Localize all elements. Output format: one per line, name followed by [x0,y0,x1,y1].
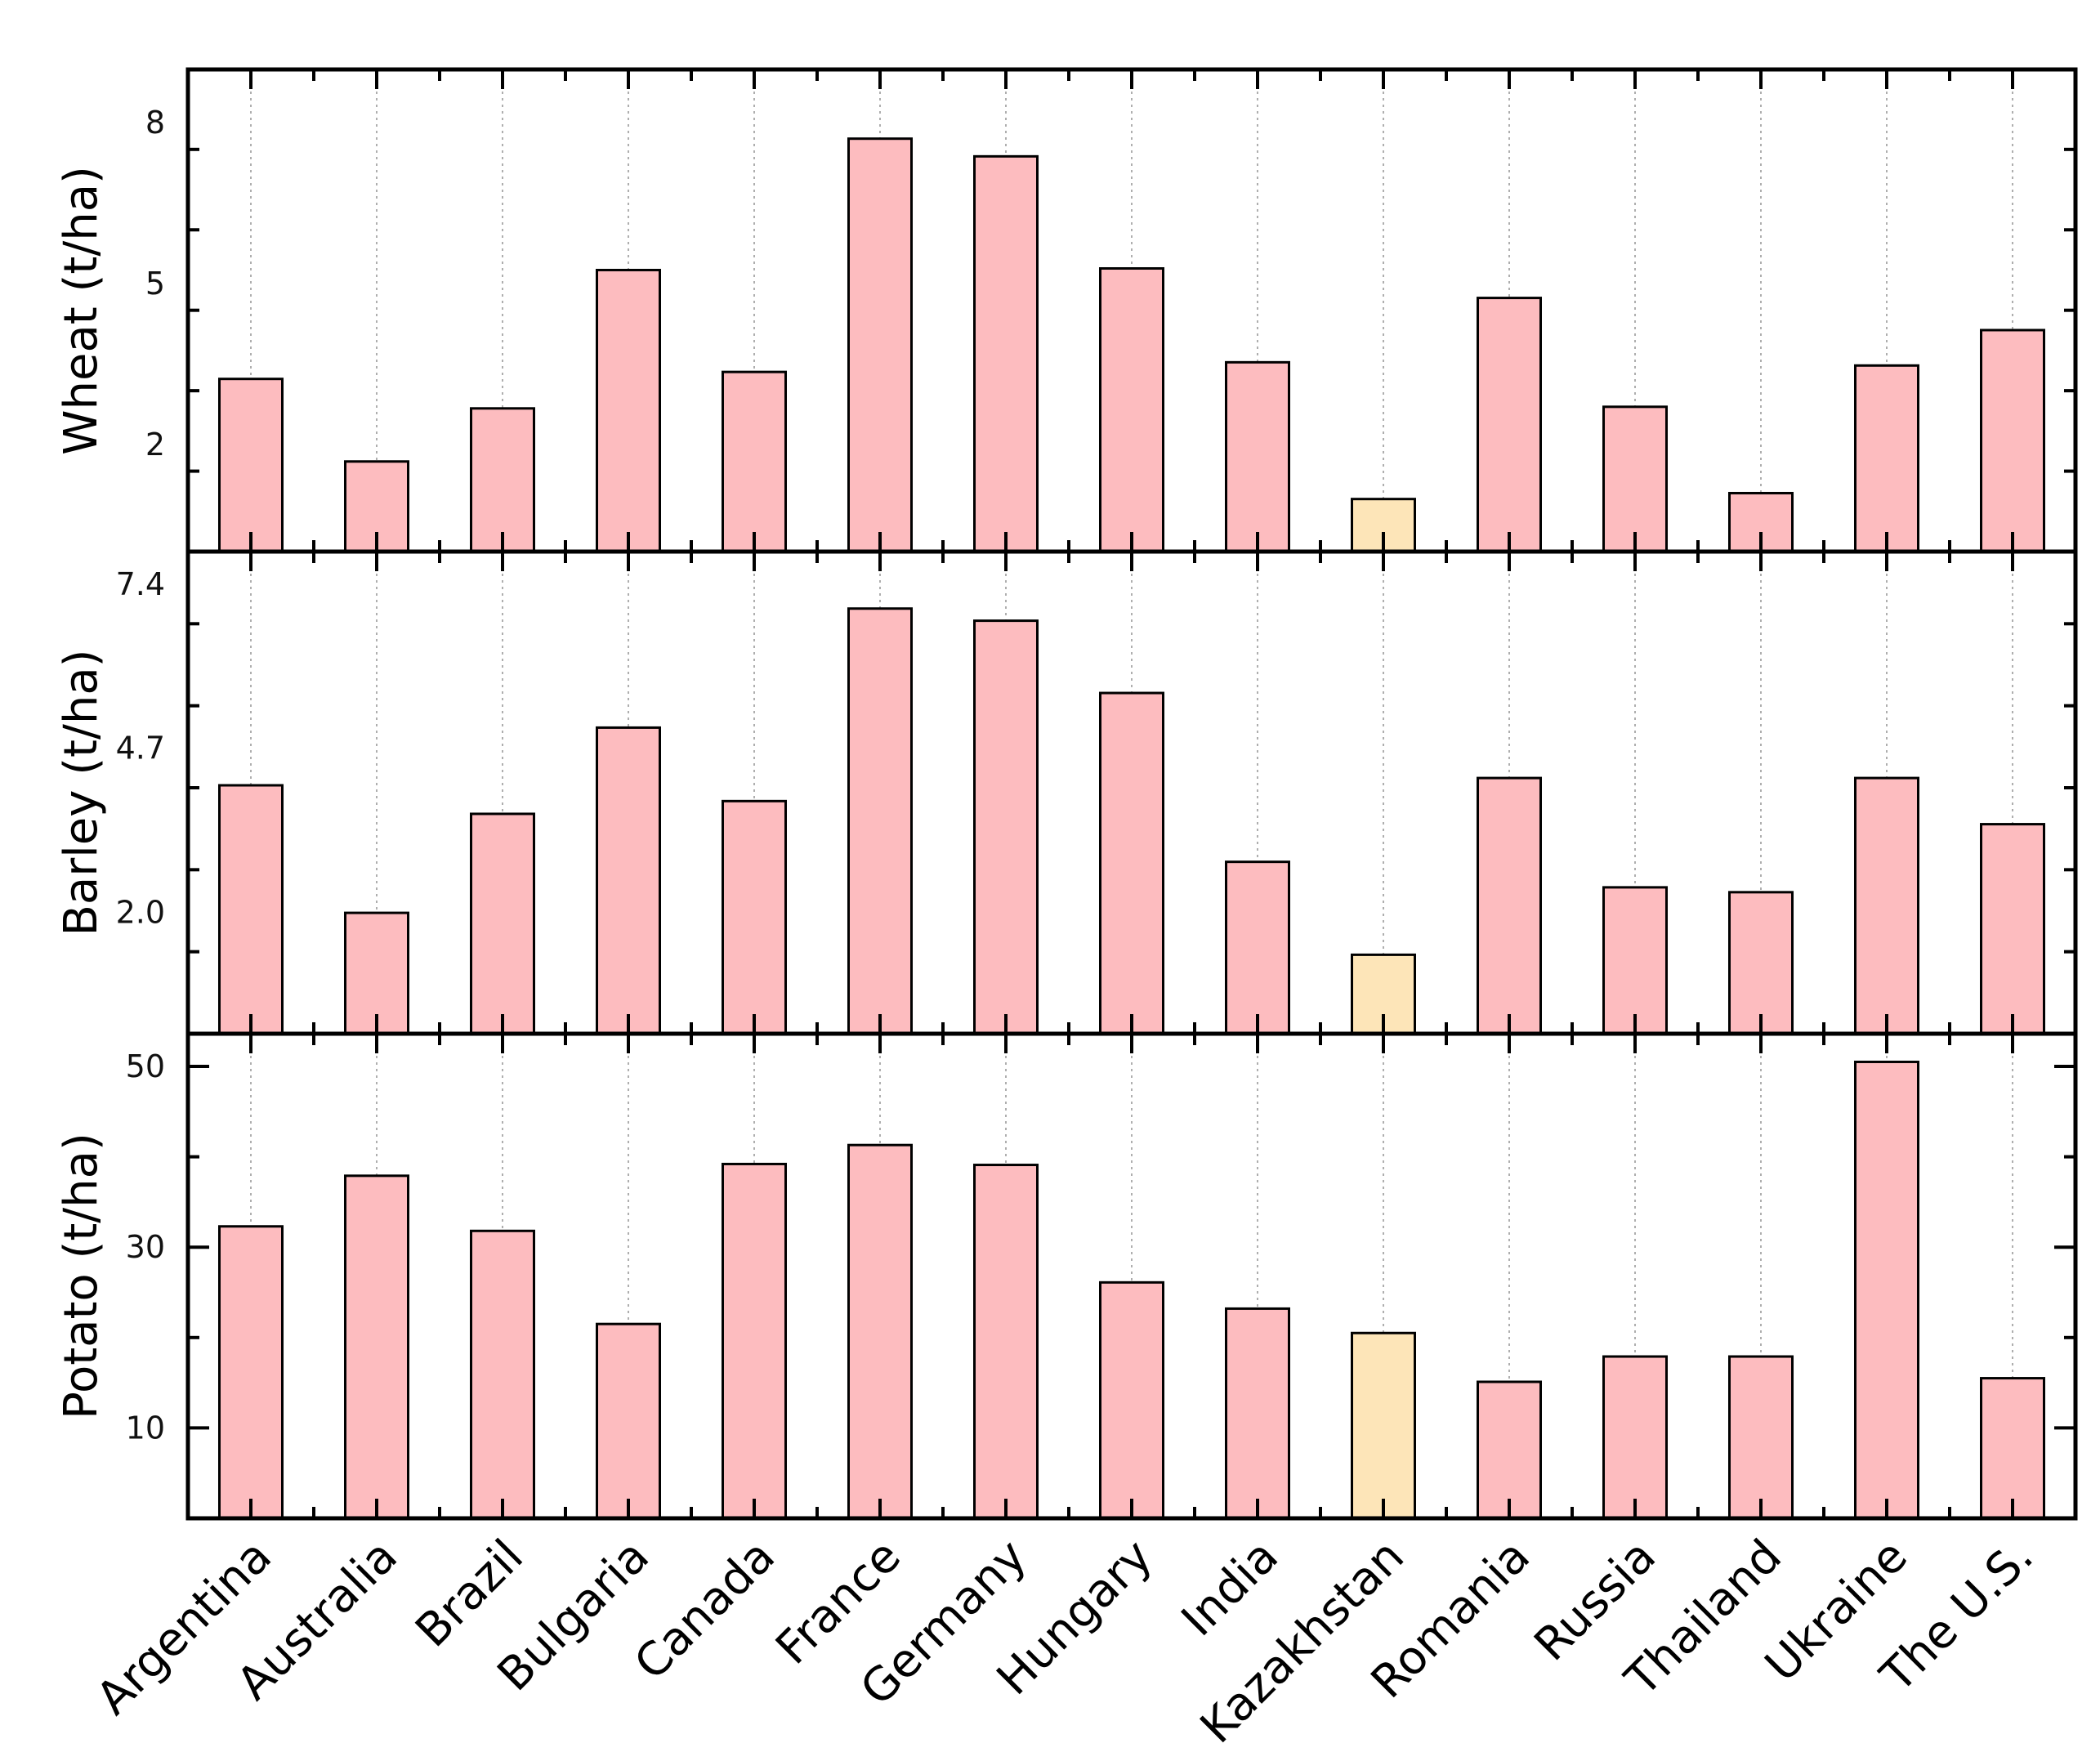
potato-bar-india [1225,1307,1290,1520]
wheat-bar-argentina [218,378,284,553]
category-label-india: India [1172,1530,1289,1647]
wheat-bar-brazil [470,407,535,553]
wheat-bar-ukraine [1854,364,1919,553]
frame-layer [185,67,2078,1521]
barley-bar-brazil [470,812,535,1035]
potato-bar-kazakhstan [1351,1331,1416,1520]
wheat-axis-title: Wheat (t/ha) [55,166,108,455]
wheat-bar-bulgaria [596,268,661,553]
potato-axis-title: Potato (t/ha) [55,1133,108,1419]
potato-bar-bulgaria [596,1322,661,1520]
potato-panel-frame [185,1031,2078,1521]
potato-bar-argentina [218,1225,284,1520]
potato-bar-the-u-s- [1980,1377,2045,1520]
wheat-bar-france [847,137,913,553]
potato-bar-romania [1477,1380,1542,1520]
potato-ytick-label: 30 [126,1229,165,1265]
category-label-canada: Canada [624,1530,785,1691]
wheat-ytick-label: 8 [145,105,165,141]
wheat-bar-the-u-s- [1980,329,2045,553]
barley-bar-thailand [1728,891,1794,1035]
wheat-bar-india [1225,360,1290,553]
potato-bar-australia [344,1174,409,1520]
barley-bar-australia [344,911,409,1035]
barley-ytick-label: 4.7 [116,731,165,767]
potato-ytick-label: 10 [126,1410,165,1446]
wheat-bar-romania [1477,297,1542,553]
barley-bar-russia [1602,886,1668,1035]
barley-bar-bulgaria [596,726,661,1035]
potato-ytick-label: 50 [126,1048,165,1084]
barley-bar-germany [973,619,1039,1035]
barley-bar-france [847,607,913,1035]
barley-bar-canada [722,799,787,1035]
wheat-bar-russia [1602,405,1668,553]
potato-bar-ukraine [1854,1060,1919,1520]
barley-bar-the-u-s- [1980,823,2045,1035]
wheat-bar-canada [722,370,787,553]
potato-bar-france [847,1143,913,1520]
potato-bar-brazil [470,1229,535,1520]
potato-bar-hungary [1099,1281,1164,1520]
wheat-ytick-label: 5 [145,266,165,302]
barley-axis-title: Barley (t/ha) [55,649,108,936]
potato-bar-thailand [1728,1355,1794,1520]
barley-bar-hungary [1099,691,1164,1035]
barley-bar-india [1225,860,1290,1035]
wheat-bar-germany [973,154,1039,553]
barley-ytick-label: 2.0 [116,894,165,930]
barley-ytick-label: 7.4 [116,566,165,602]
wheat-ytick-label: 2 [145,427,165,463]
potato-bar-russia [1602,1355,1668,1520]
barley-bar-argentina [218,784,284,1035]
barley-bar-ukraine [1854,776,1919,1035]
barley-bar-romania [1477,776,1542,1035]
bars-layer [218,137,2045,1520]
potato-bar-canada [722,1162,787,1520]
wheat-bar-hungary [1099,267,1164,553]
potato-bar-germany [973,1164,1039,1520]
